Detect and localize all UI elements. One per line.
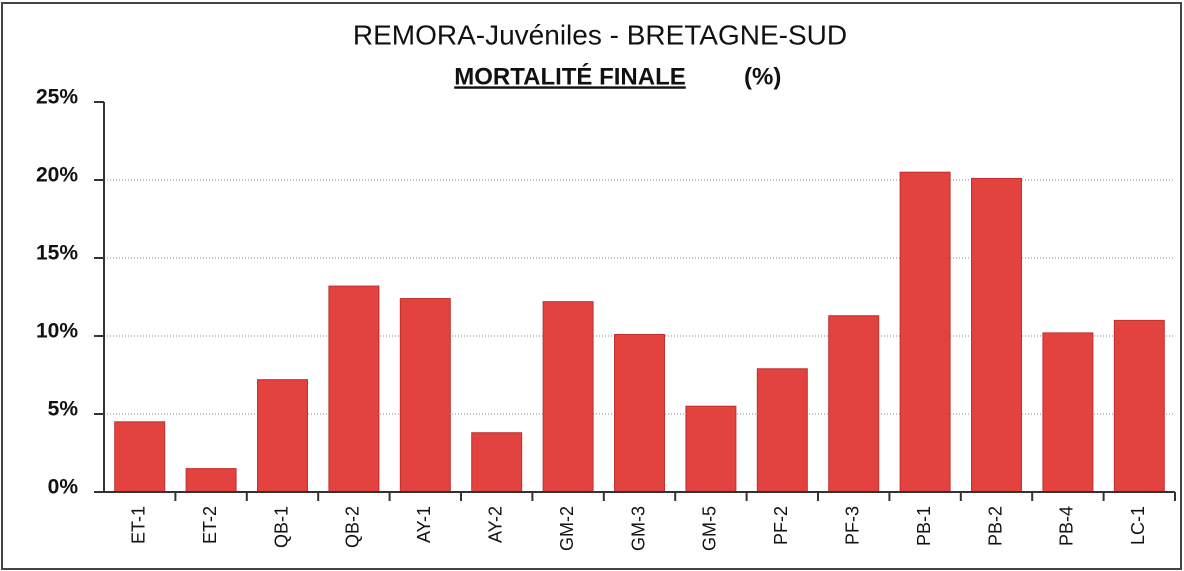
bar <box>685 405 737 493</box>
x-tick-label: AY-2 <box>485 506 505 543</box>
y-tick-label: 15% <box>36 242 78 265</box>
x-tick-label: PF-2 <box>771 506 791 545</box>
x-tick-label: PB-4 <box>1057 506 1077 546</box>
y-tick-label: 10% <box>36 320 78 343</box>
bar <box>471 432 523 493</box>
y-tick-label: 5% <box>48 398 79 421</box>
bar <box>614 333 665 493</box>
x-tick-label: GM-5 <box>700 506 720 551</box>
x-tick-label: QB-2 <box>343 506 363 548</box>
bar <box>828 315 880 493</box>
y-tick-label: 20% <box>36 164 78 187</box>
bar <box>899 171 951 493</box>
x-tick-label: GM-2 <box>557 506 577 551</box>
bar <box>399 298 451 493</box>
x-tick-label: ET-1 <box>128 506 148 544</box>
bar <box>1113 319 1165 493</box>
x-tick-label: AY-1 <box>414 506 434 543</box>
x-tick-label: GM-3 <box>628 506 648 551</box>
x-tick-label: PB-2 <box>985 506 1005 546</box>
bar <box>328 285 380 493</box>
x-tick-label: PB-1 <box>914 506 934 546</box>
x-tick-label: ET-2 <box>200 506 220 544</box>
bar <box>971 177 1022 493</box>
x-tick-label: PF-3 <box>842 506 862 545</box>
chart-title: REMORA-Juvéniles - BRETAGNE-SUD <box>353 19 847 50</box>
bar <box>257 379 308 493</box>
bar <box>114 421 166 493</box>
y-tick-label: 0% <box>48 476 79 499</box>
bar <box>542 301 594 493</box>
bar <box>1042 332 1094 493</box>
x-tick-label: LC-1 <box>1128 506 1148 545</box>
chart-subtitle-unit: (%) <box>744 63 781 90</box>
bar <box>756 368 808 493</box>
chart-subtitle: MORTALITÉ FINALE <box>454 62 686 90</box>
y-tick-label: 25% <box>36 86 78 109</box>
bar <box>185 468 237 493</box>
x-tick-label: QB-1 <box>271 506 291 548</box>
